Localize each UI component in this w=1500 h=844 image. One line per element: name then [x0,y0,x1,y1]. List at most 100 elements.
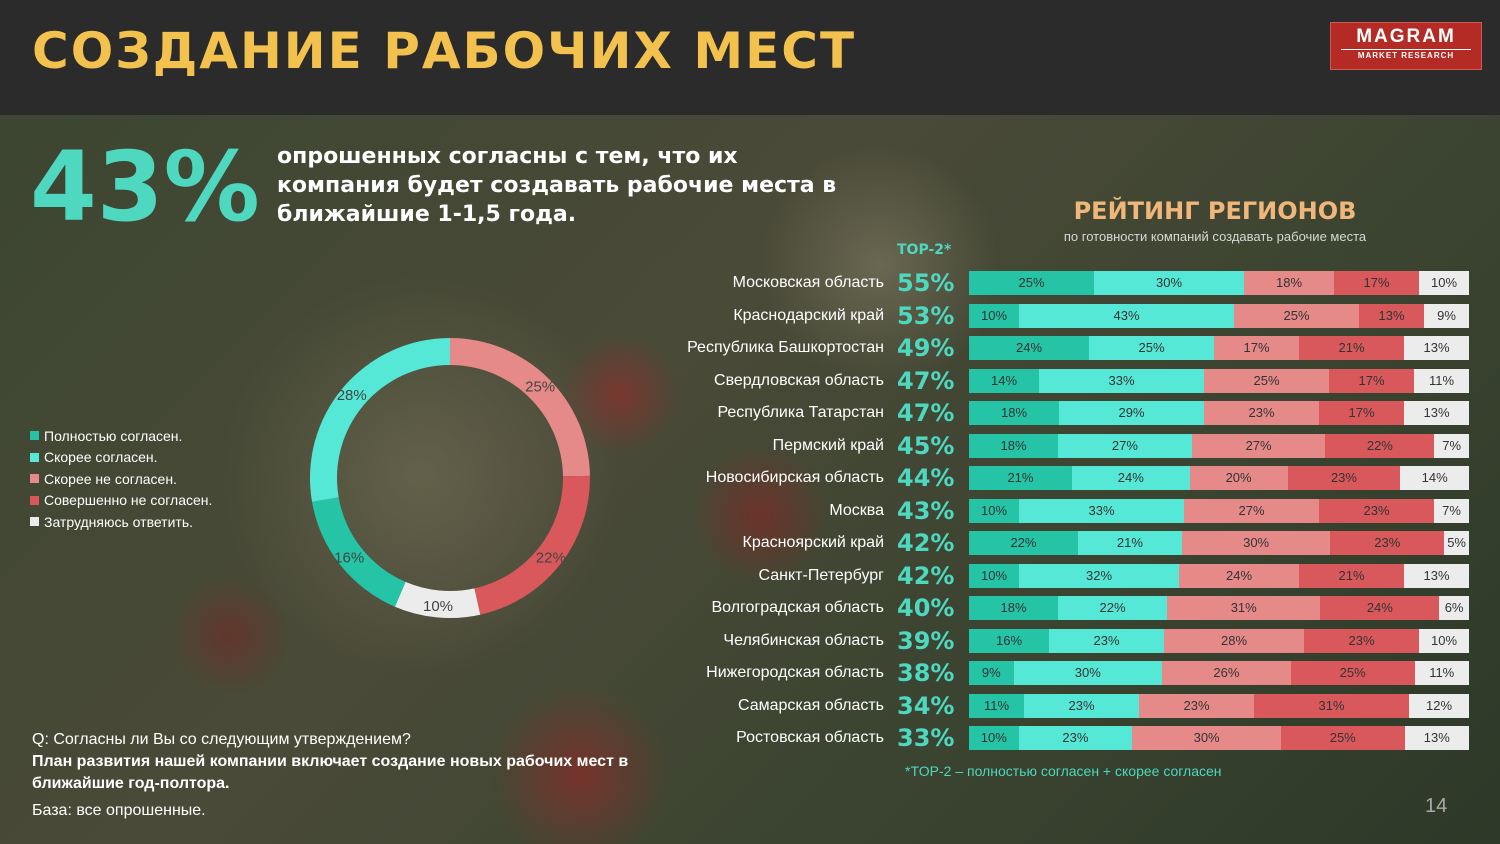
bar-segment: 24% [1179,563,1299,588]
bar-segment: 24% [1320,596,1440,620]
region-row: Москва 43% 10% 33% 27% 23% 7% [600,497,1470,525]
bar-segment: 31% [1167,596,1321,620]
region-top2-value: 55% [897,269,955,297]
page-number: 14 [1425,795,1448,817]
bar-segment: 23% [1287,466,1401,490]
bar-segment: 22% [1325,433,1435,458]
legend-swatch [30,474,39,484]
headline-description: опрошенных согласны с тем, что их компан… [277,144,837,227]
region-row: Нижегородская область 38% 9% 30% 26% 25% 11% [600,659,1470,687]
bar-segment: 23% [1049,628,1164,653]
region-top2-value: 42% [897,529,955,557]
region-name: Пермский край [772,436,884,454]
bar-segment: 27% [1184,498,1319,523]
region-stacked-bar: 25% 30% 18% 17% 10% [969,271,1469,295]
logo-name: MAGRAM [1356,26,1456,47]
bar-segment: 23% [1304,628,1419,653]
region-name: Республика Башкортостан [687,339,884,356]
legend-swatch [30,452,39,462]
bar-segment: 12% [1409,693,1469,718]
legend-item: Совершенно не согласен. [30,490,212,512]
region-stacked-bar: 22% 21% 30% 23% 5% [969,531,1469,555]
donut-slice-label: 16% [334,550,364,567]
region-name: Волгоградская область [711,599,884,616]
bar-segment: 18% [969,401,1059,425]
region-row: Республика Башкортостан 49% 24% 25% 17% 21% 13… [600,334,1470,362]
region-top2-value: 45% [897,431,955,460]
donut-slice [312,497,406,607]
bar-segment: 27% [1191,433,1326,458]
region-name: Нижегородская область [706,664,884,681]
region-top2-value: 53% [897,301,955,330]
legend-label: Полностью согласен. [44,427,183,444]
region-top2-value: 49% [897,334,955,362]
bar-segment: 22% [1058,596,1167,620]
bar-segment: 31% [1254,693,1409,718]
bar-segment: 33% [1019,498,1184,523]
region-name: Москва [829,501,884,519]
bar-segment: 29% [1059,401,1204,425]
bar-segment: 21% [1299,563,1404,588]
bar-segment: 23% [1018,726,1133,750]
region-top2-value: 34% [897,691,955,720]
bar-segment: 9% [1424,303,1469,328]
region-row: Свердловская область 47% 14% 33% 25% 17% 11% [600,367,1470,395]
bar-segment: 18% [1244,271,1334,295]
region-stacked-bar: 9% 30% 26% 25% 11% [969,661,1469,685]
region-row: Московская область 55% 25% 30% 18% 17% 10% [600,269,1470,297]
sample-base: База: все опрошенные. [32,802,206,819]
bar-segment: 30% [1132,726,1281,750]
bar-segment: 14% [969,368,1039,393]
question-statement: План развития нашей компании включает со… [32,753,629,792]
bar-segment: 6% [1439,596,1469,620]
region-top2-value: 33% [897,724,955,752]
region-stacked-bar: 10% 32% 24% 21% 13% [969,563,1469,588]
region-stacked-bar: 14% 33% 25% 17% 11% [969,368,1469,393]
bar-segment: 25% [1204,368,1329,393]
bar-segment: 17% [1214,336,1299,360]
bar-segment: 10% [969,563,1019,588]
region-top2-value: 47% [897,399,955,427]
bar-segment: 24% [969,336,1089,360]
bar-segment: 25% [1089,336,1214,360]
bar-segment: 20% [1189,466,1288,490]
region-row: Челябинская область 39% 16% 23% 28% 23% 10% [600,627,1470,655]
region-stacked-bar: 24% 25% 17% 21% 13% [969,336,1469,360]
bar-segment: 30% [1181,531,1331,555]
bar-segment: 25% [1290,661,1415,685]
bar-segment: 17% [1334,271,1419,295]
bar-segment: 9% [969,661,1014,685]
region-name: Красноярский край [742,534,884,551]
bar-segment: 13% [1404,563,1469,588]
bar-segment: 27% [1058,433,1192,458]
headline-percent: 43% [30,131,260,243]
region-row: Красноярский край 42% 22% 21% 30% 23% 5% [600,529,1470,557]
region-name: Ростовская область [736,729,884,746]
donut-slice-label: 10% [423,598,453,615]
donut-slice [474,475,590,615]
region-stacked-bar: 11% 23% 23% 31% 12% [969,693,1469,718]
bar-segment: 5% [1444,531,1469,555]
bar-segment: 25% [969,271,1094,295]
bar-segment: 14% [1400,466,1469,490]
region-row: Самарская область 34% 11% 23% 23% 31% 12% [600,691,1470,720]
donut-slice [394,581,481,618]
bar-segment: 10% [1419,271,1469,295]
region-top2-value: 42% [897,561,955,590]
donut-chart: 25% 22% 10% 16% 28% [310,338,590,618]
legend-swatch [30,517,39,527]
bar-segment: 10% [969,498,1019,523]
region-top2-value: 44% [897,464,955,492]
region-stacked-bar: 18% 27% 27% 22% 7% [969,433,1469,458]
region-top2-value: 38% [897,659,955,687]
region-row: Республика Татарстан 47% 18% 29% 23% 17% 13% [600,399,1470,427]
region-row: Новосибирская область 44% 21% 24% 20% 23% 14% [600,464,1470,492]
question-text: Q: Согласны ли Вы со следующим утвержден… [32,731,411,748]
rating-subtitle: по готовности компаний создавать рабочие… [1063,229,1367,244]
region-name: Самарская область [737,696,884,714]
bar-segment: 26% [1162,661,1291,685]
bar-segment: 11% [1414,661,1469,685]
legend-swatch [30,495,39,505]
bar-segment: 16% [969,628,1049,653]
bar-segment: 7% [1434,498,1469,523]
